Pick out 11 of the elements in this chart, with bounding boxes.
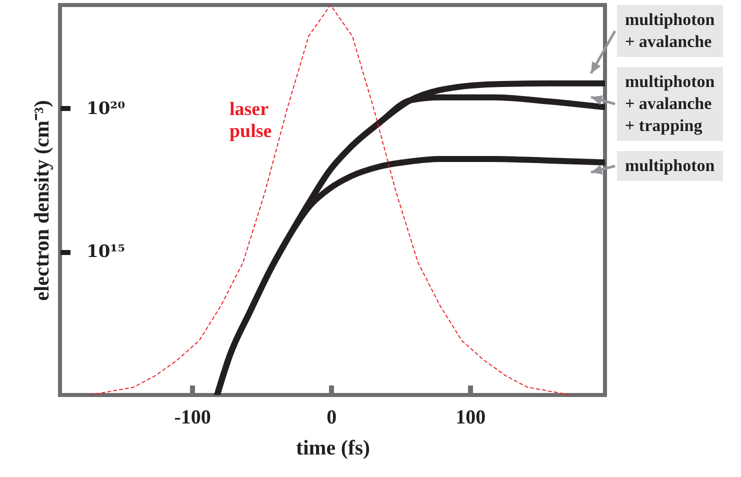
y-tick-label: 10¹⁵ xyxy=(86,242,126,262)
series-label: laser pulse xyxy=(229,98,272,143)
x-tick-label: -100 xyxy=(174,406,211,428)
series-label: multiphoton + avalanche + trapping xyxy=(617,67,723,141)
x-axis-title: time (fs) xyxy=(296,436,370,460)
x-tick-label: 0 xyxy=(326,406,337,428)
y-tick-label: 10²⁰ xyxy=(86,98,126,119)
x-tick-label: 100 xyxy=(456,406,486,428)
text: multiphoton + avalanche xyxy=(617,5,723,57)
y-axis-title: electron density (cm⁻³) xyxy=(30,100,54,301)
series-label: multiphoton xyxy=(617,151,723,181)
